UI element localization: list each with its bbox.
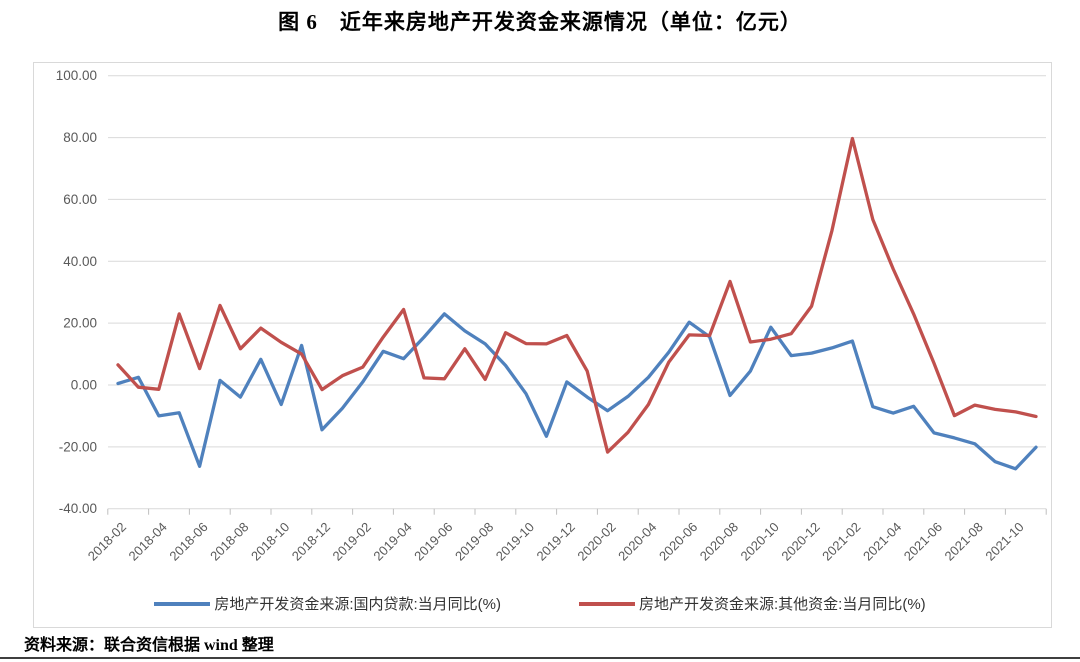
chart-area-border	[33, 62, 1052, 628]
source-note: 资料来源：联合资信根据 wind 整理	[24, 637, 274, 654]
x-axis-label-2018-02: 2018-02	[85, 519, 129, 563]
x-axis-label-2020-12: 2020-12	[778, 519, 822, 563]
y-axis-label--40: -40.00	[59, 501, 97, 516]
x-axis-label-2018-12: 2018-12	[289, 519, 333, 563]
x-axis-label-2021-06: 2021-06	[901, 519, 945, 563]
x-axis-label-2021-02: 2021-02	[819, 519, 863, 563]
x-axis-label-2018-06: 2018-06	[166, 519, 210, 563]
x-axis-label-2019-06: 2019-06	[411, 519, 455, 563]
y-axis-label-100: 100.00	[56, 68, 97, 83]
y-axis-label-40: 40.00	[63, 254, 97, 269]
y-axis-label-60: 60.00	[63, 192, 97, 207]
legend-label-domestic-loans: 房地产开发资金来源:国内贷款:当月同比(%)	[214, 596, 501, 613]
y-axis-label-80: 80.00	[63, 130, 97, 145]
x-axis-label-2020-02: 2020-02	[574, 519, 618, 563]
x-axis-label-2020-04: 2020-04	[615, 519, 659, 563]
x-axis-label-2021-08: 2021-08	[942, 519, 986, 563]
series-line-1	[116, 136, 1038, 454]
legend-line-swatch-blue	[154, 601, 211, 606]
y-axis-label-20: 20.00	[63, 316, 97, 331]
y-axis-label--20: -20.00	[59, 439, 97, 454]
x-axis-label-2020-10: 2020-10	[738, 519, 782, 563]
legend-item-other-funds: 房地产开发资金来源:其他资金:当月同比(%)	[579, 593, 926, 614]
x-axis-label-2018-08: 2018-08	[207, 519, 251, 563]
x-axis-label-2018-04: 2018-04	[126, 519, 170, 563]
legend-line-swatch-red	[579, 601, 635, 606]
x-axis-label-2021-04: 2021-04	[860, 519, 904, 563]
x-axis-label-2019-02: 2019-02	[330, 519, 374, 563]
x-axis-label-2019-08: 2019-08	[452, 519, 496, 563]
x-axis-label-2020-06: 2020-06	[656, 519, 700, 563]
x-axis-label-2018-10: 2018-10	[248, 519, 292, 563]
bottom-divider	[0, 657, 1080, 659]
x-axis-label-2019-10: 2019-10	[493, 519, 537, 563]
series-line-0	[116, 312, 1038, 471]
x-axis-label-2019-04: 2019-04	[370, 519, 414, 563]
x-axis-label-2020-08: 2020-08	[697, 519, 741, 563]
legend-label-other-funds: 房地产开发资金来源:其他资金:当月同比(%)	[639, 596, 926, 613]
legend-item-domestic-loans: 房地产开发资金来源:国内贷款:当月同比(%)	[154, 593, 501, 614]
chart-title: 图 6 近年来房地产开发资金来源情况（单位：亿元）	[278, 10, 802, 34]
x-axis-label-2019-12: 2019-12	[534, 519, 578, 563]
x-axis-label-2021-10: 2021-10	[982, 519, 1026, 563]
y-axis-label-0: 0.00	[71, 378, 97, 393]
chart-legend: 房地产开发资金来源:国内贷款:当月同比(%) 房地产开发资金来源:其他资金:当月…	[0, 593, 1080, 614]
